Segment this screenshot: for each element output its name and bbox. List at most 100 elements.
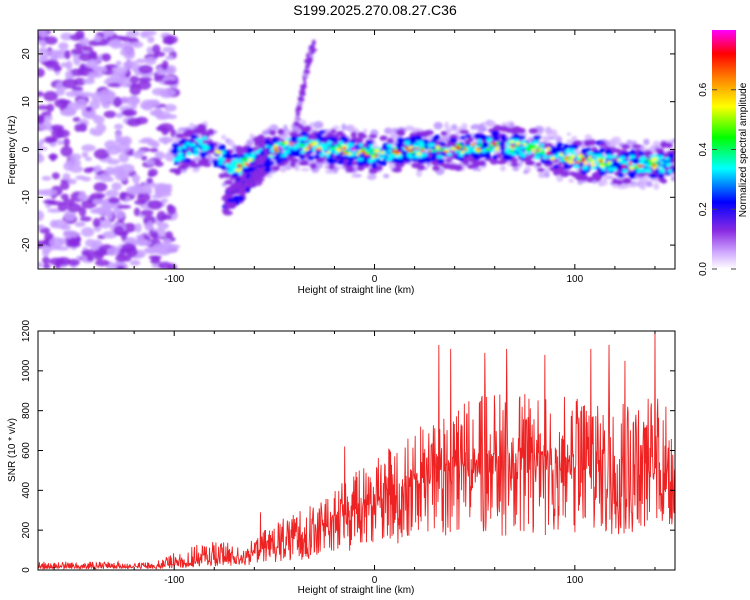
halo-blob xyxy=(221,134,227,140)
noise-blob xyxy=(39,138,46,144)
ridge-blob xyxy=(277,128,285,135)
ridge-blob xyxy=(357,150,363,153)
ridge-blob xyxy=(640,168,648,173)
noise-blob xyxy=(99,216,106,221)
noise-blob xyxy=(128,95,139,104)
noise-blob xyxy=(38,142,44,147)
ridge-blob xyxy=(357,133,368,139)
noise-blob xyxy=(57,202,68,212)
ridge-blob xyxy=(226,165,234,169)
ridge-blob xyxy=(172,157,178,162)
ridge-blob xyxy=(568,148,576,154)
ridge-blob xyxy=(280,154,288,158)
ridge-blob xyxy=(281,156,288,161)
ridge-blob xyxy=(335,154,341,159)
ridge-blob xyxy=(528,128,538,134)
figure-title: S199.2025.270.08.27.C36 xyxy=(293,2,457,18)
ridge-blob xyxy=(612,155,618,159)
ridge-blob xyxy=(510,162,519,167)
noise-blob xyxy=(51,128,65,139)
ridge-blob xyxy=(636,169,642,174)
noise-blob xyxy=(58,42,69,50)
ridge-blob xyxy=(202,162,212,168)
ridge-blob xyxy=(540,150,546,155)
arm-blob xyxy=(228,200,237,209)
ridge-blob xyxy=(440,131,448,136)
halo-blob xyxy=(227,139,235,147)
ridge-blob xyxy=(396,137,404,143)
noise-blob xyxy=(42,263,51,269)
halo-blob xyxy=(539,136,549,140)
ridge-blob xyxy=(621,164,626,169)
ridge-blob xyxy=(553,169,561,176)
ridge-blob xyxy=(364,153,370,157)
ridge-blob xyxy=(176,133,185,139)
ridge-blob xyxy=(369,144,374,149)
ridge-blob xyxy=(485,154,492,160)
ridge-blob xyxy=(656,155,664,160)
noise-blob xyxy=(79,91,94,98)
ridge-blob xyxy=(457,147,461,150)
noise-blob xyxy=(54,98,70,108)
ridge-blob xyxy=(647,169,652,174)
noise-blob xyxy=(38,47,48,53)
ridge-blob xyxy=(437,158,445,164)
ridge-blob xyxy=(581,159,585,163)
noise-blob xyxy=(151,44,161,55)
noise-blob xyxy=(46,137,59,143)
noise-blob xyxy=(60,193,69,201)
ridge-blob xyxy=(230,162,237,166)
ridge-blob xyxy=(247,155,254,159)
ridge-blob xyxy=(461,159,469,165)
ridge-blob xyxy=(387,137,394,145)
branch-blob xyxy=(311,41,316,45)
y-tick-label: -20 xyxy=(21,237,32,252)
spectrogram-image xyxy=(38,30,675,269)
ridge-blob xyxy=(271,165,281,172)
halo-blob xyxy=(351,173,358,178)
noise-blob xyxy=(79,216,92,222)
halo-blob xyxy=(300,167,310,172)
ridge-blob xyxy=(241,157,248,162)
noise-blob xyxy=(140,209,154,216)
ridge-blob xyxy=(414,147,420,150)
halo-blob xyxy=(470,124,481,130)
noise-blob xyxy=(78,206,87,217)
ridge-blob xyxy=(356,157,364,162)
ridge-blob xyxy=(525,161,533,166)
noise-blob xyxy=(71,86,84,91)
ridge-blob xyxy=(388,144,394,149)
ridge-blob xyxy=(392,150,396,153)
ridge-blob xyxy=(536,146,541,151)
ridge-blob xyxy=(192,151,200,156)
noise-blob xyxy=(101,53,111,62)
ridge-blob xyxy=(419,149,425,152)
ridge-blob xyxy=(346,156,355,161)
branch-blob xyxy=(295,105,302,112)
ridge-blob xyxy=(583,161,588,165)
noise-blob xyxy=(49,237,64,248)
halo-blob xyxy=(640,184,646,191)
ridge-blob xyxy=(319,142,326,148)
ridge-blob xyxy=(546,147,552,151)
ridge-blob xyxy=(186,151,192,156)
noise-blob xyxy=(78,122,88,133)
branch-blob xyxy=(300,92,306,97)
noise-blob xyxy=(107,82,121,88)
ridge-blob xyxy=(492,135,500,141)
noise-blob xyxy=(166,204,174,211)
ridge-blob xyxy=(202,157,210,164)
ridge-blob xyxy=(435,145,440,150)
noise-blob xyxy=(65,159,82,167)
ridge-blob xyxy=(337,159,345,165)
ridge-blob xyxy=(638,150,645,156)
ridge-blob xyxy=(324,143,331,147)
ridge-blob xyxy=(587,151,592,155)
noise-blob xyxy=(120,110,134,116)
noise-blob xyxy=(99,66,107,73)
ridge-blob xyxy=(471,143,477,146)
ridge-blob xyxy=(629,166,635,170)
colorbar-label: Normalized spectral amplitude xyxy=(738,82,749,217)
ridge-blob xyxy=(590,159,595,164)
halo-blob xyxy=(261,130,270,136)
